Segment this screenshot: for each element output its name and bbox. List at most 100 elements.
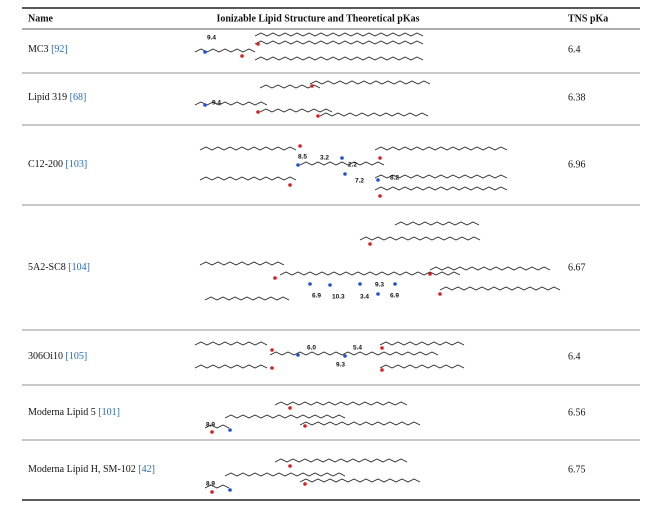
tns-pka: 6.38 [568,92,586,103]
oxygen-atom [273,276,277,280]
pka-label: 6.0 [307,345,316,352]
structure-bond [254,56,424,61]
nitrogen-atom [228,488,232,492]
oxygen-atom [270,348,274,352]
structure-bond [199,261,285,266]
structure-bond [279,271,461,276]
oxygen-atom [210,490,214,494]
nitrogen-atom [296,353,300,357]
pka-label: 9.3 [375,282,384,289]
lipid-name: Lipid 319 [28,92,67,103]
structure-bond [254,40,424,45]
lipid-name: Moderna Lipid H, SM-102 [28,464,136,475]
lipid-name: Moderna Lipid 5 [28,407,96,418]
lipid-name: C12-200 [28,159,63,170]
pka-label: 8.5 [298,154,307,161]
row-name: MC3 [92] [28,44,68,55]
nitrogen-atom [340,156,344,160]
nitrogen-atom [343,172,347,176]
structure-bond [254,32,424,37]
lipid-name: 5A2-SC8 [28,262,66,273]
nitrogen-atom [393,282,397,286]
structure-bond [259,84,321,89]
oxygen-atom [210,430,214,434]
nitrogen-atom [328,283,332,287]
pka-label: 3.4 [360,294,369,301]
oxygen-atom [378,194,382,198]
oxygen-atom [288,464,292,468]
tns-pka: 6.96 [568,159,586,170]
pka-label: 6.9 [390,293,399,300]
oxygen-atom [240,54,244,58]
nitrogen-atom [203,50,207,54]
structure-bond [194,341,268,346]
pka-label: 2.2 [348,162,357,169]
pka-label: 3.2 [320,155,329,162]
structure-bond [299,161,385,166]
nitrogen-atom [308,282,312,286]
oxygen-atom [316,114,320,118]
oxygen-atom [368,242,372,246]
structure-bond [429,266,551,271]
structure-bond [379,364,465,369]
row-name: 5A2-SC8 [104] [28,262,90,273]
reference: [101] [98,407,120,418]
nitrogen-atom [296,163,300,167]
pka-label: 8.9 [206,422,215,429]
structure-bond [224,414,346,419]
structure-bond [274,458,408,463]
structure-bond [374,146,508,151]
header-tns: TNS pKa [568,13,608,24]
header-name: Name [28,13,54,24]
structure-bond [204,296,290,301]
structure-bond [374,174,508,179]
structure-bond [319,112,429,117]
oxygen-atom [378,156,382,160]
structure-bond [269,351,439,356]
oxygen-atom [380,368,384,372]
pka-label: 5.4 [353,345,362,352]
row-name: Moderna Lipid 5 [101] [28,407,120,418]
oxygen-atom [303,424,307,428]
structure-bond [309,80,431,85]
row-name: Lipid 319 [68] [28,92,86,103]
structure-bond [299,421,421,426]
row-name: 306Oi10 [105] [28,351,87,362]
oxygen-atom [270,366,274,370]
oxygen-atom [428,272,432,276]
tns-pka: 6.56 [568,407,586,418]
oxygen-atom [380,346,384,350]
structure-bond [194,364,268,369]
oxygen-atom [256,110,260,114]
reference: [103] [66,159,88,170]
reference: [42] [138,464,155,475]
row-name: C12-200 [103] [28,159,87,170]
reference: [105] [66,351,88,362]
structure-bond [439,286,561,291]
lipid-name: MC3 [28,44,49,55]
nitrogen-atom [228,428,232,432]
oxygen-atom [288,406,292,410]
structure-bond [199,146,297,151]
pka-label: 7.2 [355,178,364,185]
structure-bond [199,176,297,181]
row-name: Moderna Lipid H, SM-102 [42] [28,464,155,475]
tns-pka: 6.4 [568,351,581,362]
reference: [68] [70,92,87,103]
structure-bond [204,424,230,429]
tns-pka: 6.75 [568,464,586,475]
nitrogen-atom [358,282,362,286]
pka-label: 9.4 [207,35,216,42]
oxygen-atom [288,183,292,187]
oxygen-atom [298,144,302,148]
tns-pka: 6.67 [568,262,586,273]
oxygen-atom [303,482,307,486]
pka-label: 8.2 [390,175,399,182]
structure-bond [394,221,480,226]
lipid-name: 306Oi10 [28,351,63,362]
pka-label: 9.3 [336,362,345,369]
structure-bond [194,101,268,106]
structure-bond [259,108,333,113]
oxygen-atom [256,42,260,46]
